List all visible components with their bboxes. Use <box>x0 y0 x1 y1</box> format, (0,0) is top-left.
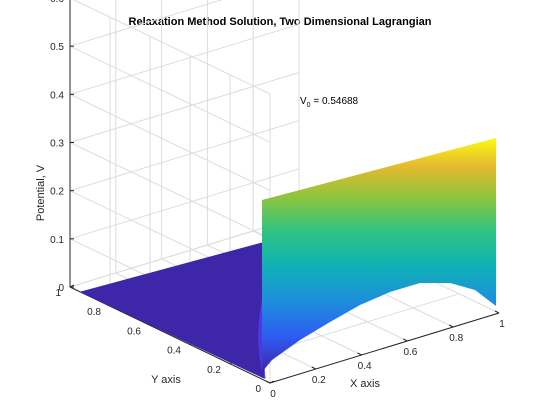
y-tick-label: 0.8 <box>87 307 101 318</box>
y-tick-label: 0 <box>255 384 261 395</box>
y-tick-label: 1 <box>55 288 61 299</box>
x-tick-mark <box>403 338 408 342</box>
z-tick-label: 0.5 <box>50 42 64 53</box>
x-tick-label: 0.2 <box>312 375 326 386</box>
z-tick-label: 0.1 <box>50 235 64 246</box>
wall-grid-line <box>69 45 271 143</box>
z-tick-label: 0.2 <box>50 187 64 198</box>
wall-grid-line <box>73 0 271 95</box>
x-tick-mark <box>494 310 500 314</box>
chart-title: Relaxation Method Solution, Two Dimensio… <box>129 16 432 28</box>
surface-plate-face <box>262 138 496 372</box>
wall-grid-line <box>69 0 223 47</box>
y-tick-label: 0.4 <box>167 346 181 357</box>
x-tick-label: 0.6 <box>403 347 417 358</box>
v0-subscript: 0 <box>307 102 311 109</box>
wall-grid-line <box>69 72 300 143</box>
y-tick-label: 0.6 <box>127 326 141 337</box>
v0-value: = 0.54688 <box>311 96 359 107</box>
x-tick-label: 0 <box>270 389 276 400</box>
surface-bottom-fold <box>258 300 262 372</box>
y-tick-label: 0.2 <box>207 365 221 376</box>
y-axis-label: Y axis <box>151 374 181 386</box>
wall-grid-line <box>69 216 300 288</box>
x-tick-mark <box>448 324 454 328</box>
potential-surface <box>79 138 496 379</box>
surface-floor <box>79 242 266 379</box>
x-tick-mark <box>311 366 317 370</box>
wall-grid-line <box>69 142 271 239</box>
x-tick-mark <box>265 380 271 384</box>
z-tick-label: 0.6 <box>50 0 64 5</box>
wall-grid-line <box>69 23 300 95</box>
x-tick-label: 1 <box>499 319 505 330</box>
z-tick-label: 0 <box>58 283 64 294</box>
wall-grid-line <box>69 120 300 192</box>
v0-annotation: V0 = 0.54688 <box>300 96 359 109</box>
tick-labels: 00.20.40.60.8100.20.40.60.8100.10.20.30.… <box>50 0 505 400</box>
x-tick-mark <box>357 352 362 356</box>
wall-grid-line <box>69 168 300 240</box>
v0-prefix: V <box>300 96 307 107</box>
x-axis-line <box>269 312 500 384</box>
z-axis-label: Potential, V <box>35 164 47 221</box>
y-tick-mark <box>269 380 275 384</box>
x-tick-label: 0.8 <box>449 333 463 344</box>
z-tick-label: 0.3 <box>50 139 64 150</box>
wall-grid-line <box>69 93 271 191</box>
x-axis-label: X axis <box>350 378 380 390</box>
x-tick-label: 0.4 <box>358 361 372 372</box>
z-tick-label: 0.4 <box>50 90 64 101</box>
